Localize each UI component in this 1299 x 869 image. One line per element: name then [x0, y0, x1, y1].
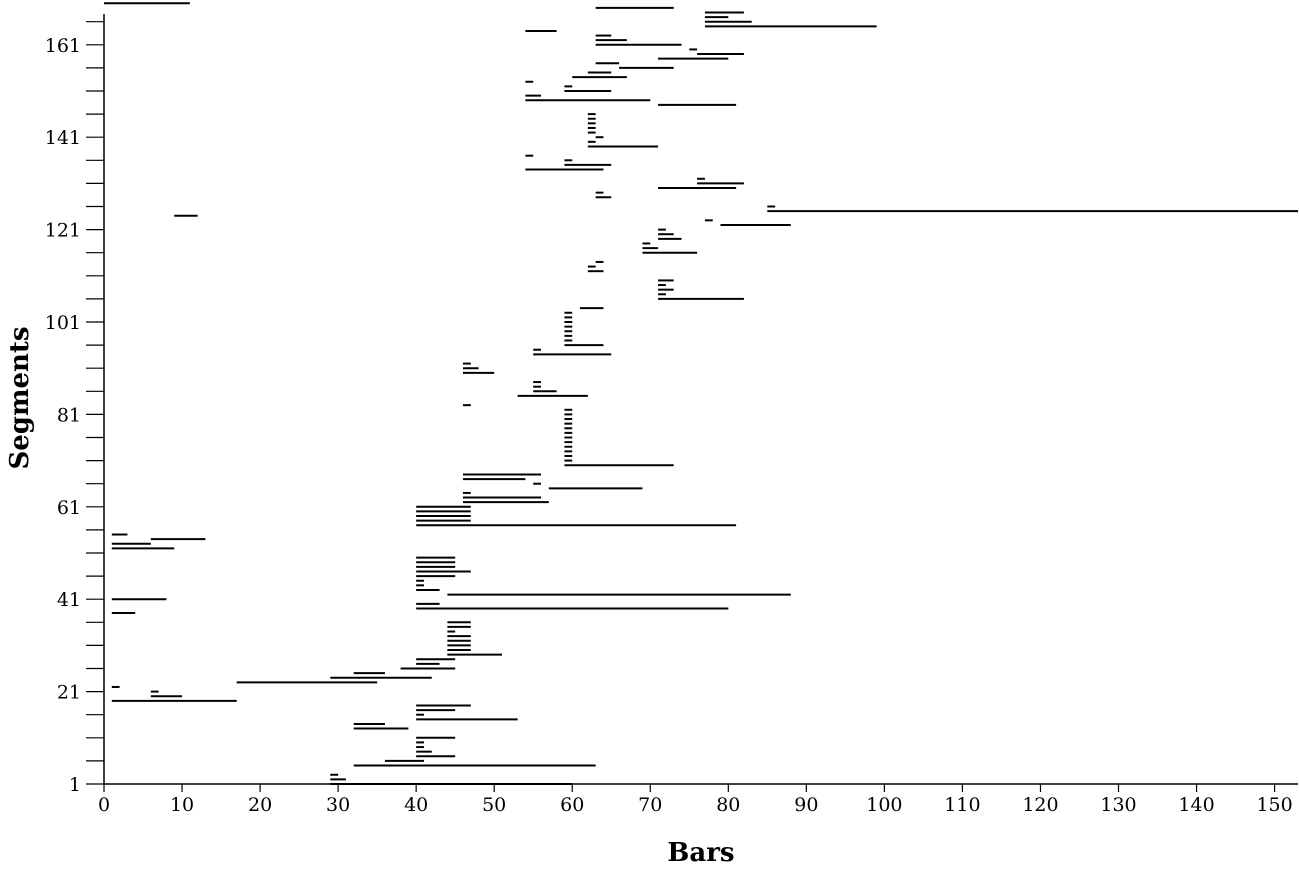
x-tick-label-80: 80 — [716, 794, 740, 816]
y-tick-label-161: 161 — [45, 35, 81, 57]
plot-segments — [104, 2, 1298, 785]
y-axis-title: Segments — [5, 326, 35, 469]
x-tick-label-70: 70 — [638, 794, 662, 816]
y-tick-label-1: 1 — [69, 774, 81, 796]
y-tick-label-41: 41 — [57, 589, 81, 611]
x-tick-label-140: 140 — [1178, 794, 1214, 816]
x-tick-label-60: 60 — [560, 794, 584, 816]
x-tick-label-130: 130 — [1100, 794, 1136, 816]
x-tick-label-120: 120 — [1022, 794, 1058, 816]
x-tick-label-40: 40 — [404, 794, 428, 816]
y-tick-label-141: 141 — [45, 127, 81, 149]
y-tick-label-81: 81 — [57, 404, 81, 426]
x-axis-title: Bars — [667, 838, 734, 868]
x-tick-label-50: 50 — [482, 794, 506, 816]
x-tick-label-30: 30 — [326, 794, 350, 816]
y-tick-label-101: 101 — [45, 312, 81, 334]
x-tick-label-0: 0 — [98, 794, 110, 816]
y-tick-label-61: 61 — [57, 497, 81, 519]
x-tick-label-20: 20 — [248, 794, 272, 816]
x-axis: 0 10 20 30 40 50 60 70 80 90 100 110 120 130 140 150 — [98, 783, 1298, 816]
y-tick-label-21: 21 — [57, 682, 81, 704]
x-tick-label-150: 150 — [1256, 794, 1292, 816]
x-tick-label-110: 110 — [944, 794, 980, 816]
x-tick-label-90: 90 — [794, 794, 818, 816]
x-tick-label-10: 10 — [170, 794, 194, 816]
x-tick-label-100: 100 — [866, 794, 902, 816]
y-tick-label-121: 121 — [45, 220, 81, 242]
